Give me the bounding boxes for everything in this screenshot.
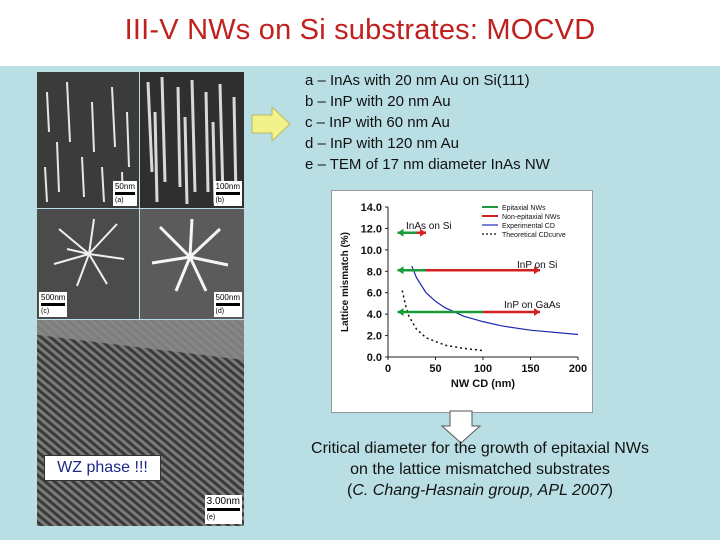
legend-label-1: Non-epitaxial NWs bbox=[502, 214, 560, 221]
panel-letter-c: (c) bbox=[41, 308, 50, 315]
series-0-arrowhead-0 bbox=[397, 228, 404, 237]
y-tick-label: 12.0 bbox=[361, 223, 382, 235]
micrograph-b: 100nm (b) bbox=[140, 72, 244, 208]
y-tick-label: 10.0 bbox=[361, 245, 382, 257]
scale-line-a bbox=[114, 192, 135, 195]
legend-label-0: Epitaxial NWs bbox=[502, 205, 546, 212]
tem-lattice-image bbox=[37, 320, 244, 526]
lattice-mismatch-chart: 0.0 2.0 4.0 6.0 8.0 10.0 12.0 14.0 0 50 100 150 200 N… bbox=[340, 202, 587, 390]
series-0-arrowhead-2 bbox=[397, 308, 404, 316]
x-tick-label: 150 bbox=[521, 363, 539, 375]
scalebar-a: 50nm (a) bbox=[112, 181, 137, 206]
series-1-arrowhead-1 bbox=[534, 266, 540, 275]
y-tick-label: 6.0 bbox=[367, 288, 382, 300]
panel-letter-d: (d) bbox=[215, 308, 225, 315]
x-tick-label: 0 bbox=[385, 363, 391, 375]
scale-line-d bbox=[215, 303, 240, 306]
scale-label-c: 500nm bbox=[41, 293, 66, 302]
x-tick-label: 50 bbox=[429, 363, 441, 375]
description-b: b – InP with 20 nm Au bbox=[305, 93, 451, 110]
series-1-arrowhead-0 bbox=[420, 228, 426, 237]
caption-citation: (C. Chang-Hasnain group, APL 2007) bbox=[270, 480, 690, 501]
description-e: e – TEM of 17 nm diameter InAs NW bbox=[305, 156, 550, 173]
panel-letter-a: (a) bbox=[114, 197, 124, 204]
title-bar: III-V NWs on Si substrates: MOCVD bbox=[0, 0, 720, 66]
legend-label-3: Theoretical CDcurve bbox=[502, 232, 566, 239]
y-tick-label: 14.0 bbox=[361, 202, 382, 214]
caption: Critical diameter for the growth of epit… bbox=[270, 438, 690, 501]
annotation-2: InP on GaAs bbox=[504, 300, 561, 311]
description-a: a – InAs with 20 nm Au on Si(111) bbox=[305, 72, 530, 89]
annotation-0: InAs on Si bbox=[406, 221, 452, 232]
y-tick-label: 8.0 bbox=[367, 266, 382, 278]
y-tick-label: 2.0 bbox=[367, 331, 382, 343]
y-axis-label: Lattice mismatch (%) bbox=[340, 232, 351, 332]
scale-label-b: 100nm bbox=[215, 182, 240, 191]
micrograph-c: 500nm (c) bbox=[37, 209, 139, 319]
theoretical-cd-curve bbox=[401, 290, 484, 352]
scale-label-d: 500nm bbox=[215, 293, 240, 302]
slide-title: III-V NWs on Si substrates: MOCVD bbox=[124, 14, 596, 46]
series-1-arrowhead-2 bbox=[534, 308, 540, 316]
micrograph-a: 50nm (a) bbox=[37, 72, 139, 208]
scalebar-e: 3.00nm (e) bbox=[204, 495, 242, 524]
description-c: c – InP with 60 nm Au bbox=[305, 114, 450, 131]
citation-close: ) bbox=[607, 482, 613, 499]
scale-line-e bbox=[206, 508, 240, 511]
scale-line-b bbox=[215, 192, 240, 195]
micrograph-d: 500nm (d) bbox=[140, 209, 244, 319]
x-tick-label: 100 bbox=[474, 363, 492, 375]
caption-line-2: on the lattice mismatched substrates bbox=[350, 461, 610, 478]
y-tick-label: 4.0 bbox=[367, 309, 382, 321]
chart-container: 0.0 2.0 4.0 6.0 8.0 10.0 12.0 14.0 0 50 100 150 200 N… bbox=[331, 190, 593, 413]
micrograph-e: 3.00nm (e) bbox=[37, 320, 244, 526]
panel-letter-b: (b) bbox=[215, 197, 225, 204]
scale-label-e: 3.00nm bbox=[206, 496, 240, 507]
description-list: a – InAs with 20 nm Au on Si(111) b – In… bbox=[305, 70, 550, 175]
scalebar-d: 500nm (d) bbox=[213, 292, 242, 317]
scalebar-c: 500nm (c) bbox=[39, 292, 68, 317]
annotation-1: InP on Si bbox=[517, 260, 557, 271]
y-tick-label: 0.0 bbox=[367, 352, 382, 364]
description-d: d – InP with 120 nm Au bbox=[305, 135, 459, 152]
scale-line-c bbox=[41, 303, 66, 306]
x-axis-label: NW CD (nm) bbox=[451, 378, 515, 390]
scalebar-b: 100nm (b) bbox=[213, 181, 242, 206]
arrow-down-icon bbox=[440, 410, 482, 444]
legend-label-2: Experimental CD bbox=[502, 223, 555, 230]
x-tick-label: 200 bbox=[569, 363, 587, 375]
series-0-arrowhead-1 bbox=[397, 266, 404, 275]
wz-phase-label: WZ phase !!! bbox=[44, 455, 161, 481]
arrow-right-icon bbox=[251, 105, 291, 143]
citation-open: ( bbox=[347, 482, 353, 499]
caption-line-1: Critical diameter for the growth of epit… bbox=[311, 440, 649, 457]
scale-label-a: 50nm bbox=[114, 182, 135, 191]
nanowire-image-c bbox=[37, 209, 139, 319]
citation-text: C. Chang-Hasnain group, APL 2007 bbox=[352, 482, 608, 499]
panel-letter-e: (e) bbox=[206, 514, 216, 521]
